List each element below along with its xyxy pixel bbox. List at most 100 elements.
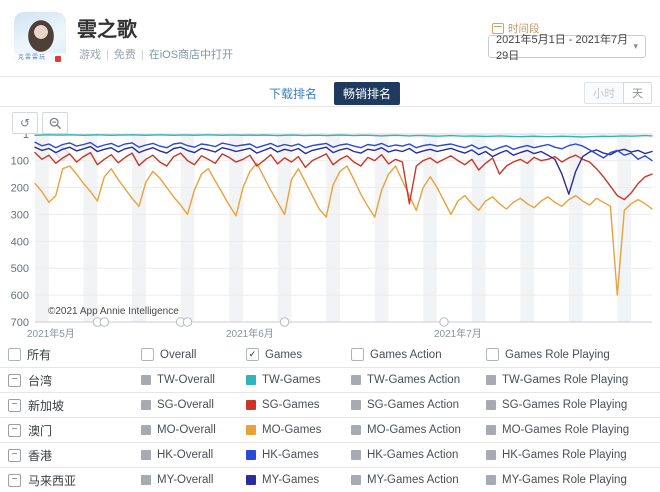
tab-download-rank[interactable]: 下载排名 [268,87,317,101]
legend-swatch [246,400,256,410]
weekend-band [229,134,243,322]
table-row-mo: − 澳门 MO-Overall MO-Games MO-Games Action MO-G… [0,417,660,442]
column-label: Games Action [370,348,442,361]
table-row-tw: − 台湾 TW-Overall TW-Games TW-Games Action TW-G… [0,367,660,392]
series-line-my-games [34,145,653,195]
legend-swatch [246,475,256,485]
legend-cell-tw-games-role-playing[interactable]: TW-Games Role Playing [482,374,660,386]
zoom-out-button[interactable] [42,112,68,134]
legend-cell-tw-games[interactable]: TW-Games [242,374,347,386]
legend-cell-hk-games-action[interactable]: HK-Games Action [347,449,482,461]
timeline-event-marker[interactable] [279,317,290,327]
open-in-ios-store-link[interactable]: 在iOS商店中打开 [148,49,234,61]
legend-cell-sg-games-action[interactable]: SG-Games Action [347,399,482,411]
weekend-band [471,134,486,322]
legend-cell-mo-overall[interactable]: MO-Overall [137,424,242,436]
timeline-event-marker[interactable] [182,317,193,327]
interval-toggle: 小时 天 [584,82,652,104]
table-row-sg: − 新加坡 SG-Overall SG-Games SG-Games Action SG-… [0,392,660,417]
legend-swatch [141,425,151,435]
date-filter-label: 时间段 [508,23,540,35]
region-label: 台湾 [28,373,53,388]
calendar-icon [492,23,504,34]
y-tick-label: 400 [11,236,29,248]
region-cell[interactable]: − 新加坡 [0,397,137,414]
legend-cell-my-games-action[interactable]: MY-Games Action [347,474,482,486]
column-header-games-role-playing[interactable]: Games Role Playing [482,348,660,361]
timeline-event-marker[interactable] [99,317,110,327]
timeline-event-marker[interactable] [439,317,449,327]
series-line-tw-games [34,134,653,138]
x-tick-label: 2021年7月 [434,327,482,340]
interval-hour-button[interactable]: 小时 [584,82,624,104]
legend-cell-my-games[interactable]: MY-Games [242,474,347,486]
reset-zoom-button[interactable]: ↺ [12,112,38,134]
app-header: 克雲雲玩 雲之歌 游戏 | 免费 | 在iOS商店中打开 时间段 2021年5月1日 -… [0,0,660,76]
legend-label: MO-Games [262,424,322,436]
legend-cell-my-overall[interactable]: MY-Overall [137,474,242,486]
collapse-button[interactable]: − [8,398,21,412]
region-cell[interactable]: − 马来西亚 [0,472,137,489]
y-tick-label: 700 [11,317,29,329]
reset-zoom-icon: ↺ [19,116,31,130]
separator: | [140,49,144,61]
column-checkbox[interactable] [486,348,499,361]
watermark: ©2021 App Annie Intelligence [48,306,179,317]
legend-swatch [351,425,361,435]
app-title: 雲之歌 [77,19,137,41]
legend-cell-mo-games[interactable]: MO-Games [242,424,347,436]
date-range-value: 2021年5月1日 - 2021年7月29日 [496,33,629,62]
legend-label: MO-Overall [157,424,216,436]
select-all-cell[interactable]: 所有 [0,346,137,363]
legend-cell-hk-games-role-playing[interactable]: HK-Games Role Playing [482,449,660,461]
region-cell[interactable]: − 台湾 [0,372,137,389]
interval-day-button[interactable]: 天 [623,82,652,104]
collapse-button[interactable]: − [8,473,21,487]
y-tick-label: 500 [11,263,29,275]
collapse-button[interactable]: − [8,448,21,462]
weekend-band [520,134,535,322]
app-icon[interactable]: 克雲雲玩 [14,12,66,64]
legend-swatch [351,450,361,460]
column-header-games[interactable]: ✓ Games [242,348,347,361]
column-label: Overall [160,348,197,361]
weekend-band [180,134,195,322]
column-header-overall[interactable]: Overall [137,348,242,361]
region-label: 香港 [28,448,53,463]
category-label: 游戏 [79,49,101,61]
column-label: Games [265,348,303,361]
collapse-button[interactable]: − [8,423,21,437]
legend-cell-my-games-role-playing[interactable]: MY-Games Role Playing [482,474,660,486]
column-checkbox[interactable] [351,348,364,361]
column-checkbox[interactable] [141,348,154,361]
legend-cell-sg-games-role-playing[interactable]: SG-Games Role Playing [482,399,660,411]
rank-chart-panel: ↺ 1 100 200 300 400 500 600 700 2021年5月 2021年6月 20… [0,107,660,342]
legend-cell-hk-overall[interactable]: HK-Overall [137,449,242,461]
region-label: 澳门 [28,423,53,438]
collapse-button[interactable]: − [8,373,21,387]
app-icon-caption: 克雲雲玩 [14,53,66,64]
legend-cell-tw-overall[interactable]: TW-Overall [137,374,242,386]
date-range-select[interactable]: 2021年5月1日 - 2021年7月29日 ▾ [488,34,646,62]
tab-grossing-rank[interactable]: 畅销排名 [334,82,401,105]
weekend-band [326,134,341,322]
legend-cell-mo-games-role-playing[interactable]: MO-Games Role Playing [482,424,660,436]
legend-swatch [351,375,361,385]
table-header-row: 所有 Overall ✓ Games Games Action Games Role Pl… [0,342,660,367]
legend-swatch [141,400,151,410]
legend-cell-hk-games[interactable]: HK-Games [242,449,347,461]
select-all-checkbox[interactable] [8,348,21,361]
legend-cell-mo-games-action[interactable]: MO-Games Action [347,424,482,436]
legend-cell-sg-overall[interactable]: SG-Overall [137,399,242,411]
legend-label: TW-Games [262,374,321,386]
region-cell[interactable]: − 澳门 [0,422,137,439]
column-checkbox[interactable]: ✓ [246,348,259,361]
legend-cell-tw-games-action[interactable]: TW-Games Action [347,374,482,386]
legend-label: MY-Games Role Playing [502,474,627,486]
legend-swatch [351,475,361,485]
y-tick-label: 600 [11,290,29,302]
column-header-games-action[interactable]: Games Action [347,348,482,361]
region-cell[interactable]: − 香港 [0,447,137,464]
legend-cell-sg-games[interactable]: SG-Games [242,399,347,411]
